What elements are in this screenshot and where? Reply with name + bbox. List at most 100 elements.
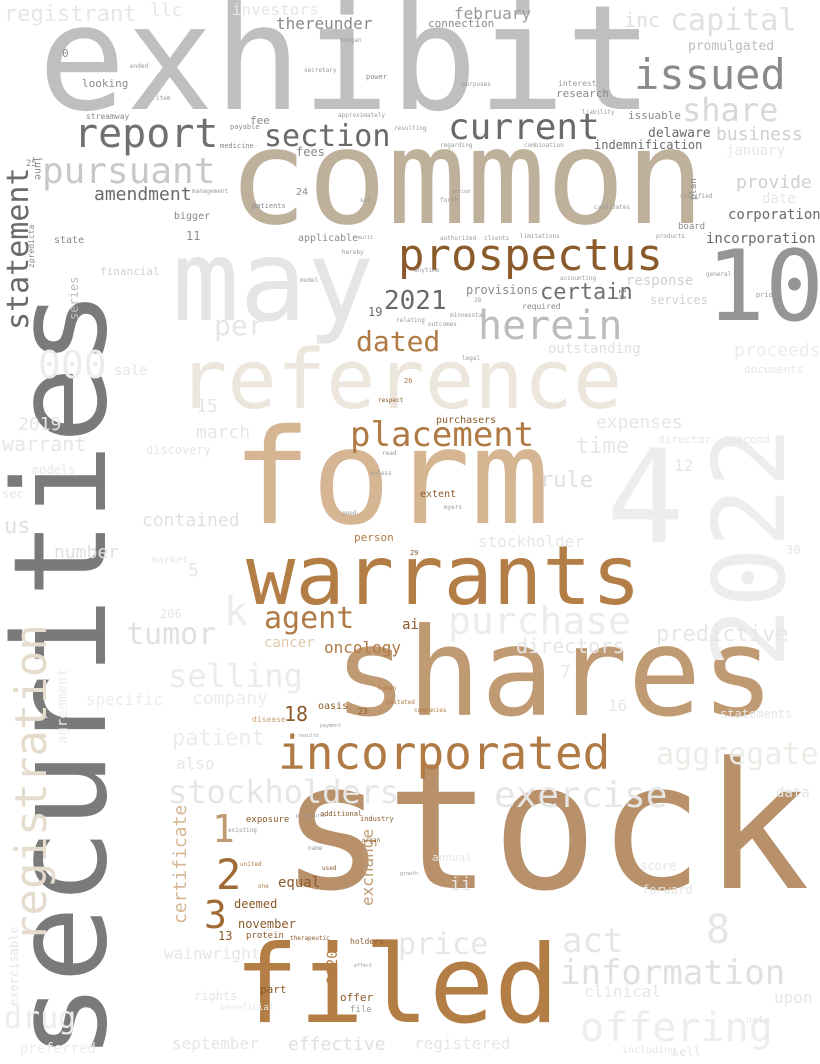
word-item: item xyxy=(156,95,171,102)
word-rights: rights xyxy=(194,989,238,1003)
word-company: company xyxy=(192,688,268,709)
word-15: 15 xyxy=(196,396,218,417)
word-preferred: preferred xyxy=(20,1041,96,1057)
word-state: state xyxy=(54,235,85,246)
word-respect: respect xyxy=(378,397,404,404)
word-registrant: registrant xyxy=(4,2,137,27)
word-zpredicta: zpredicta xyxy=(27,224,36,268)
word-share: share xyxy=(682,91,779,129)
word-form: form xyxy=(232,401,550,555)
word-purposes: purposes xyxy=(462,81,491,88)
word-certain: certain xyxy=(540,280,633,305)
word-2019: 2019 xyxy=(18,414,62,435)
word-purchasers: purchasers xyxy=(436,415,497,426)
word-specific: specific xyxy=(86,690,164,709)
word-streamway: streamway xyxy=(86,112,130,121)
word-director: director xyxy=(658,433,711,446)
word-offer: offer xyxy=(340,991,374,1004)
word-2021: 2021 xyxy=(384,286,447,316)
word-18: 18 xyxy=(284,702,309,726)
word-extent: extent xyxy=(420,489,457,500)
word-shares: shares xyxy=(334,602,775,744)
word-exercisable: exercisable xyxy=(7,926,21,1006)
word-reference: reference xyxy=(178,333,623,428)
word-disease: disease xyxy=(252,715,286,724)
word-11: 11 xyxy=(186,229,201,243)
word-period: period xyxy=(452,189,471,195)
word-february: february xyxy=(454,4,532,23)
word-time: time xyxy=(576,434,629,459)
word-patients: patients xyxy=(252,202,286,210)
word-restated: restated xyxy=(386,699,415,706)
word-16: 16 xyxy=(608,696,628,715)
word-september: september xyxy=(172,1034,259,1053)
word-outcomes: outcomes xyxy=(428,321,457,328)
word-indemnification: indemnification xyxy=(594,138,703,152)
word-therapeutic: therapeutic xyxy=(290,935,330,942)
word-act: act xyxy=(562,921,624,961)
word-stock: stock xyxy=(280,725,810,930)
word-multi: multi xyxy=(358,235,374,241)
word-file: file xyxy=(350,1005,372,1015)
word-3: 3 xyxy=(204,893,227,937)
word-directors: directors xyxy=(516,634,625,658)
word-issued: issued xyxy=(634,50,786,99)
word-incorporation: incorporation xyxy=(706,231,816,247)
word-relating: relating xyxy=(396,317,425,324)
word-warrants: warrants xyxy=(246,529,641,624)
word-may: may xyxy=(172,217,375,347)
word-hereby: hereby xyxy=(342,249,364,256)
word-resulting: resulting xyxy=(394,125,427,132)
word-issuable: issuable xyxy=(628,109,681,122)
word-expenses: expenses xyxy=(596,412,683,433)
word-10: 10 xyxy=(706,230,820,344)
word-ai: ai xyxy=(402,617,419,633)
word-organ: organ xyxy=(362,837,381,844)
word-common: common xyxy=(228,101,705,255)
word-response: response xyxy=(626,273,694,289)
word-services: services xyxy=(650,293,708,307)
word-thereunder: thereunder xyxy=(276,14,373,33)
word-ended: ended xyxy=(130,63,149,70)
word-deemed: deemed xyxy=(234,897,278,911)
word-aggregate: aggregate xyxy=(656,737,819,772)
word-sec: sec xyxy=(2,487,24,501)
word-beneficial: beneficial xyxy=(220,1003,275,1013)
word-warrant: warrant xyxy=(2,432,87,456)
word-provisions: provisions xyxy=(466,283,539,297)
word-legal: legal xyxy=(462,355,481,362)
word-corporation: corporation xyxy=(728,207,820,223)
word-report: report xyxy=(74,111,219,157)
word-us: us xyxy=(4,514,31,539)
word-person: person xyxy=(354,531,394,544)
word-procedures: procedures xyxy=(296,813,327,819)
word-section: section xyxy=(264,119,391,154)
word-offering: offering xyxy=(580,1005,773,1051)
word-equal: equal xyxy=(278,875,321,891)
word-industry: industry xyxy=(360,815,394,823)
word-part: part xyxy=(260,983,287,996)
word-number: number xyxy=(54,542,120,563)
word-8: 8 xyxy=(706,907,731,953)
word-29: 29 xyxy=(410,549,419,557)
word-interest: interest xyxy=(558,79,597,88)
word-oasis: oasis xyxy=(318,701,349,712)
word-7: 7 xyxy=(560,662,571,683)
word-models: models xyxy=(32,463,76,477)
word-llc: llc xyxy=(150,0,183,21)
word-agreement: agreement xyxy=(55,668,71,744)
word-business: business xyxy=(716,124,803,145)
word-14: 14 xyxy=(616,288,627,301)
word-206: 206 xyxy=(160,607,182,621)
word-information: information xyxy=(560,953,786,993)
word-financial: financial xyxy=(100,265,160,278)
word-market: market xyxy=(152,555,189,566)
word-amendment: amendment xyxy=(94,184,192,205)
word-effective: effective xyxy=(288,1034,386,1055)
word-unless: unless xyxy=(370,470,392,477)
word-2020: 2020 xyxy=(325,950,341,984)
word-25: 25 xyxy=(26,159,37,169)
word-forward: forward xyxy=(642,883,693,897)
word-payment: payment xyxy=(320,723,342,729)
